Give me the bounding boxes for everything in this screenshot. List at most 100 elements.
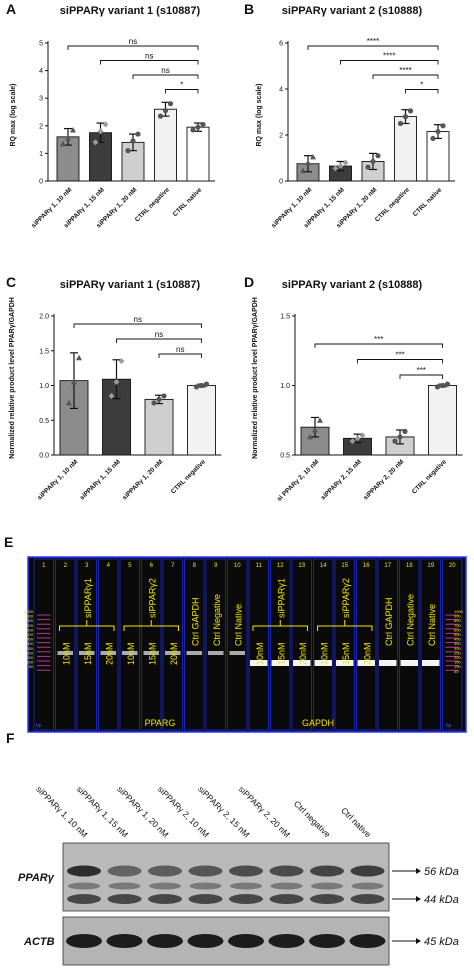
chart-a-sig-label: ns xyxy=(161,66,169,75)
gel-ladder-left-label: 100 xyxy=(26,660,33,665)
chart-c-bar xyxy=(187,385,216,456)
chart-a-ylabel: RQ max (log scale) xyxy=(10,83,17,146)
western-band-mid xyxy=(270,882,303,890)
gel-lane-number: 20 xyxy=(449,563,456,569)
gel-ladder-right-label: 800 xyxy=(454,618,461,623)
chart-a-point xyxy=(97,128,104,135)
western-band-actb xyxy=(147,934,183,948)
chart-a-point xyxy=(162,108,169,114)
chart-d-point xyxy=(439,382,446,389)
gel-lane xyxy=(399,558,420,731)
gel-lane xyxy=(313,558,334,731)
gel-lane-number: 13 xyxy=(298,563,305,569)
gel-ladder-right-label: 700 xyxy=(454,623,461,628)
chart-b-title: siPPARγ variant 2 (s10888) xyxy=(282,5,423,17)
panel-letter-c: C xyxy=(6,274,16,290)
gel-band-pparg xyxy=(208,651,224,655)
chart-a-sig-bracket xyxy=(132,74,199,79)
chart-c-ytick-label: 1.0 xyxy=(39,383,49,390)
gel-conc-label: 10nM xyxy=(61,642,71,665)
gel-band-pparg xyxy=(186,651,202,655)
gel-lane xyxy=(119,558,140,731)
chart-c-sig-bracket xyxy=(158,353,202,358)
gel-ladder-right-label: 500 xyxy=(454,632,461,637)
chart-b-sig-bracket xyxy=(405,89,439,94)
chart-c-bar xyxy=(144,398,174,456)
chart-a-point xyxy=(135,131,141,137)
western-band-mid xyxy=(149,882,181,890)
western-band-mid xyxy=(311,882,343,890)
gel-lane-number: 17 xyxy=(384,563,391,569)
chart-c-ytick-label: 1.5 xyxy=(39,348,49,355)
kda-arrowhead-56 xyxy=(416,868,421,874)
chart-a-point xyxy=(195,124,201,130)
gel-band-gapdh xyxy=(250,660,268,666)
chart-d-ylabel: Normalized relative product level PPARγ/… xyxy=(252,297,259,459)
western-band-56 xyxy=(148,865,182,877)
chart-c-point xyxy=(151,400,157,406)
gel-lane xyxy=(334,558,355,731)
chart-d-bar xyxy=(428,385,457,456)
gel-ladder-left-label: 250 xyxy=(26,646,33,651)
gel-conc-label: 10nM xyxy=(255,642,265,665)
gel-lane-number: 15 xyxy=(341,563,348,569)
gel-band-pparg xyxy=(165,651,181,655)
chart-c-point xyxy=(113,379,120,386)
gel-ladder-left-label: 1000 xyxy=(24,609,34,614)
gel-overlay: 1 2 3 4 5 6 7 8 9 10 11 12 13 14 15 16 17 18 19 20100090080… xyxy=(24,563,464,729)
gel-group-title: siPPARγ2 xyxy=(147,578,157,618)
chart-b-point xyxy=(300,167,306,174)
western-band-56 xyxy=(188,865,223,877)
chart-a-sig-label: ns xyxy=(129,37,137,46)
chart-c-point xyxy=(198,382,205,389)
panel-letter-d: D xyxy=(244,274,254,290)
gel-ladder-left-label: 800 xyxy=(26,618,33,623)
western-band-56 xyxy=(269,865,304,877)
chart-c-point xyxy=(193,384,200,390)
chart-d-sig-bracket xyxy=(357,359,443,364)
chart-c-sig-label: ns xyxy=(176,345,184,354)
gel-ladder-right-label: 1000 xyxy=(454,609,464,614)
western-band-actb xyxy=(106,934,143,948)
gel-ladder-left-label: 400 xyxy=(26,637,33,642)
chart-b-point xyxy=(402,114,409,120)
gel-ctrl-label: Ctrl Negative xyxy=(405,594,415,646)
chart-d-category-label: si PPARγ 2, 10 nM xyxy=(276,458,320,502)
western-band-56 xyxy=(67,865,101,877)
gel-conc-label: 20nM xyxy=(104,642,114,665)
western-band-mid xyxy=(189,882,222,890)
chart-a-point xyxy=(200,121,206,128)
gel-conc-label: 10nM xyxy=(126,642,136,665)
chart-a-point xyxy=(125,148,131,154)
kda-arrowhead-44 xyxy=(416,896,421,902)
chart-c-category-label: siPPARγ 1, 15 nM xyxy=(79,458,122,501)
chart-d-point xyxy=(359,432,366,439)
gel-lane-number: 19 xyxy=(427,563,434,569)
chart-d-point xyxy=(312,426,318,433)
chart-d-point xyxy=(317,417,323,423)
chart-b-point xyxy=(375,153,381,159)
chart-d-sig-bracket xyxy=(314,343,443,348)
western-bands xyxy=(66,865,386,948)
chart-a-ytick-label: 2 xyxy=(39,123,43,130)
chart-c: siPPARγ variant 1 (s10887) Normalized re… xyxy=(9,279,222,502)
chart-c-category-label: siPPARγ 1, 10 nM xyxy=(36,458,79,501)
gel-band-pparg xyxy=(100,651,116,655)
gel-ladder-right-label: 250 xyxy=(454,650,461,655)
western-band-56 xyxy=(107,865,142,877)
kda-56-label: 56 kDa xyxy=(424,866,459,878)
western-band-actb xyxy=(349,934,386,948)
chart-b-point xyxy=(310,153,316,160)
chart-b-ytick-label: 2 xyxy=(279,133,283,140)
chart-c-point xyxy=(203,381,210,387)
chart-b-sig-bracket xyxy=(372,74,439,79)
chart-b-sig-label: * xyxy=(420,81,423,90)
chart-a-ytick-label: 4 xyxy=(39,68,43,75)
western-band-mid xyxy=(230,882,262,890)
gel-lane-number: 2 xyxy=(64,563,68,569)
western-band-44 xyxy=(269,894,304,904)
chart-d-category-label: siPPARγ 2, 15 nM xyxy=(320,458,363,501)
